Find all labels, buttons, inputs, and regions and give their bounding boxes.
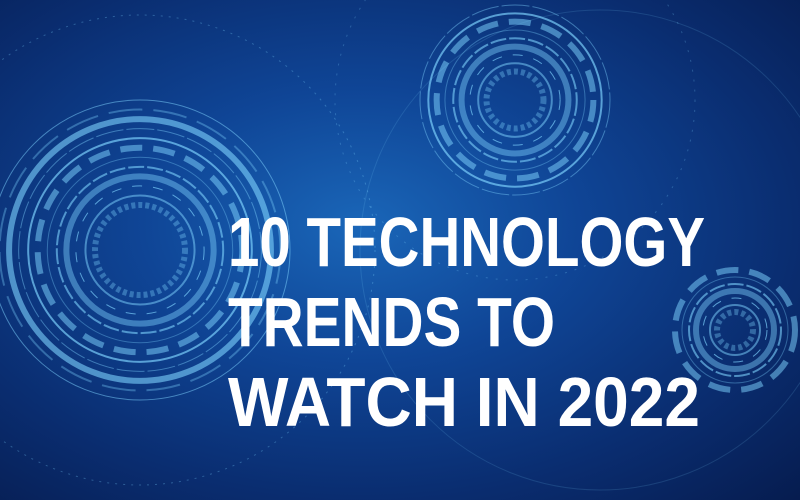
ring [46,156,234,344]
ring [334,0,696,281]
ring [693,288,777,372]
ring [419,4,611,196]
ring [702,297,768,363]
ring [0,108,282,392]
ring [427,12,603,188]
ring [469,54,561,146]
ring [18,128,262,372]
ring [444,29,586,171]
headline-line-3: WATCH IN 2022 [228,363,700,441]
ring [433,18,597,182]
ring [359,9,800,491]
ring [27,137,253,363]
ring [709,304,761,356]
ring [6,116,274,384]
ring [714,309,756,351]
ring [84,194,196,306]
ring [0,99,291,401]
ring [458,43,572,157]
ring [483,68,547,132]
ring [0,14,376,486]
ring [477,62,553,138]
ring [688,283,782,377]
ring [75,185,205,315]
ring [681,276,789,384]
ring [672,267,798,393]
headline-line-2: TRENDS TO [228,283,555,361]
ring [55,165,225,335]
ring [92,202,188,298]
ring [63,173,217,327]
headline-line-1: 10 TECHNOLOGY [228,203,705,281]
ring [34,144,246,356]
ring [452,37,578,163]
